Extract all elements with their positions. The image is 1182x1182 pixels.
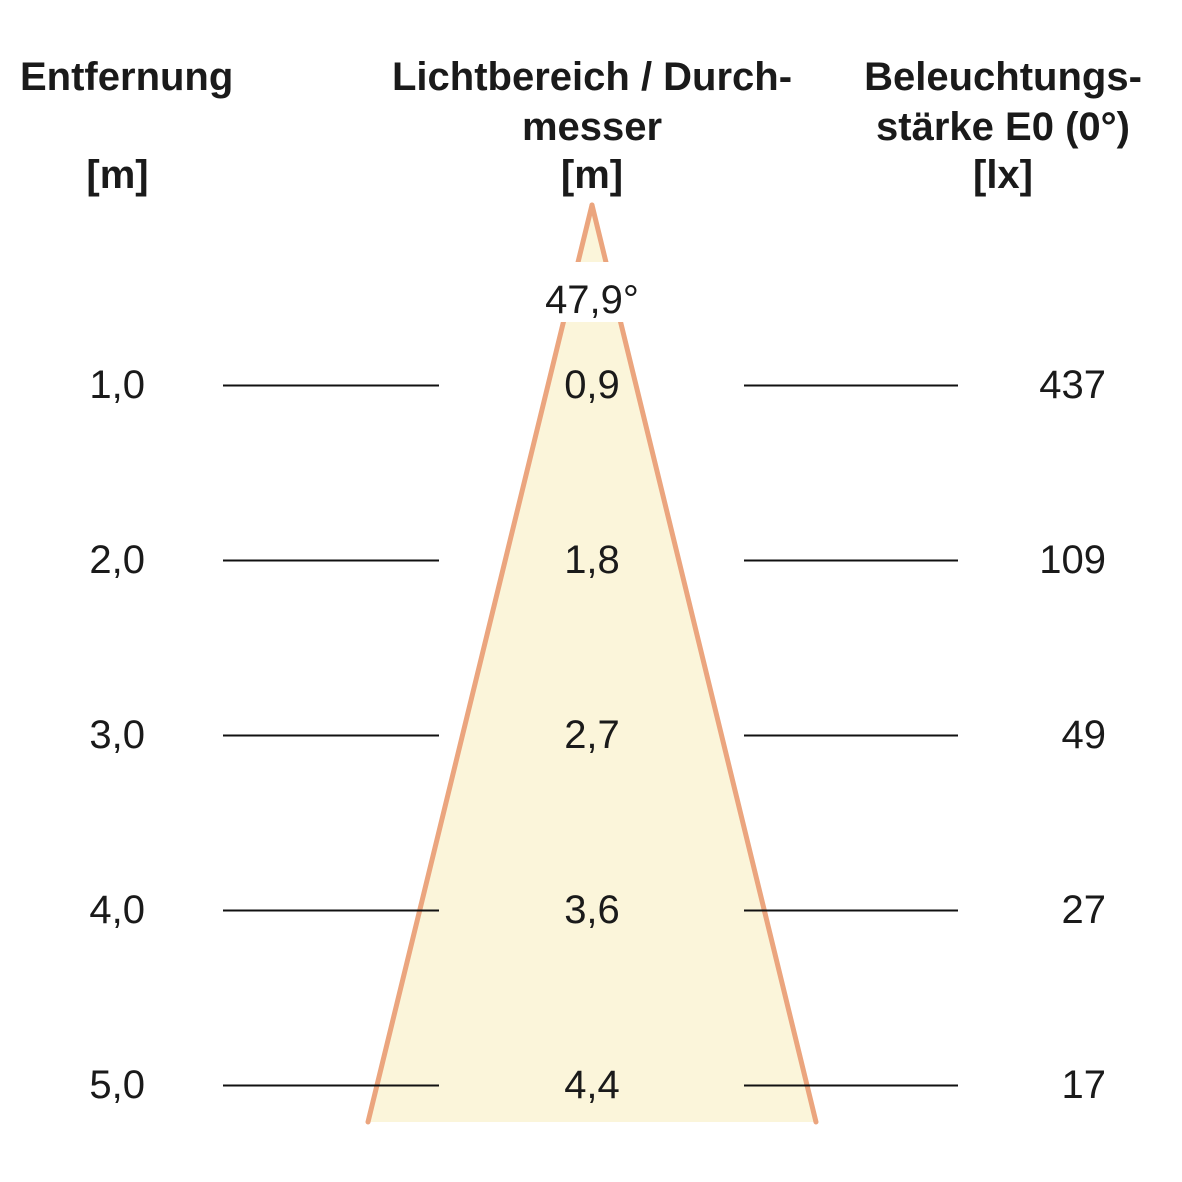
header-illuminance-title-1: Beleuchtungs- (864, 55, 1142, 99)
header-illuminance-unit: [lx] (973, 153, 1033, 197)
header-illuminance-title-2: stärke E0 (0°) (876, 105, 1130, 149)
diameter-value: 2,7 (564, 713, 620, 757)
illuminance-value: 17 (1061, 1063, 1107, 1107)
diameter-value: 4,4 (564, 1063, 620, 1107)
distance-value: 2,0 (89, 538, 145, 582)
light-cone-fill (368, 205, 816, 1122)
header-diameter-title-1: Lichtbereich / Durch- (392, 55, 793, 99)
light-cone-right-edge (589, 202, 819, 1125)
illuminance-value: 109 (1039, 538, 1106, 582)
diameter-value: 1,8 (564, 538, 620, 582)
angle-label-backdrop (523, 262, 661, 322)
header-distance-unit: [m] (86, 153, 149, 197)
diameter-value: 3,6 (564, 888, 620, 932)
illuminance-value: 27 (1061, 888, 1107, 932)
distance-value: 3,0 (89, 713, 145, 757)
light-cone-left-edge (365, 202, 595, 1125)
header-diameter-unit: [m] (560, 153, 624, 197)
diameter-value: 0,9 (564, 363, 620, 407)
distance-value: 5,0 (89, 1063, 145, 1107)
distance-value: 1,0 (89, 363, 145, 407)
illuminance-value: 437 (1039, 363, 1106, 407)
beam-angle-label: 47,9° (545, 278, 639, 322)
header-diameter-title-2: messer (521, 105, 663, 149)
header-distance-title: Entfernung (20, 55, 234, 99)
illuminance-value: 49 (1061, 713, 1107, 757)
distance-value: 4,0 (89, 888, 145, 932)
